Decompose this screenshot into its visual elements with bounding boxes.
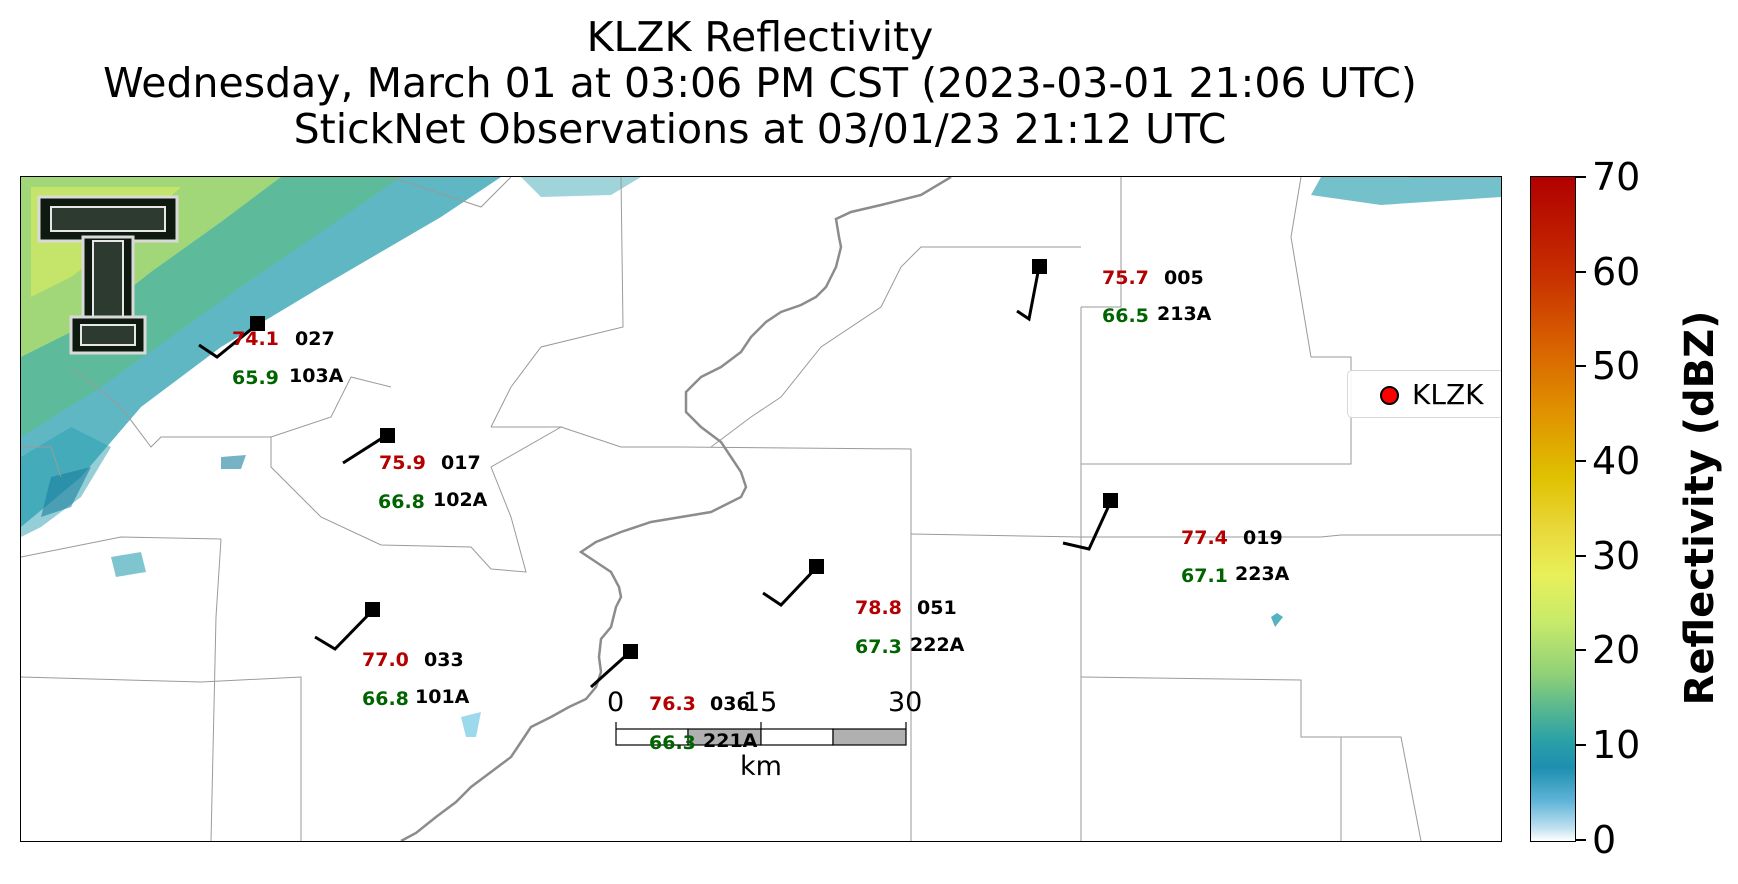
station-id: 223A (1235, 563, 1290, 585)
texas-tech-logo (37, 195, 179, 355)
reflectivity-echoes (21, 177, 1501, 737)
station-wind-dir: 027 (295, 328, 335, 350)
colorbar-label: 20 (1592, 628, 1641, 672)
station-temp: 75.7 (1102, 267, 1149, 289)
station-dew: 65.9 (232, 367, 279, 389)
station-dew: 66.3 (649, 732, 696, 754)
map-canvas (21, 177, 1501, 841)
colorbar-label: 0 (1592, 818, 1617, 862)
colorbar-tick (1576, 271, 1586, 273)
wind-barbs (198, 266, 1113, 689)
colorbar-label: 10 (1592, 723, 1641, 767)
station-wind-dir: 036 (710, 693, 750, 715)
scale-unit: km (740, 751, 782, 782)
scale-label-30: 30 (888, 687, 923, 718)
scale-label-0: 0 (607, 687, 625, 718)
scale-label-15: 15 (743, 687, 778, 718)
title-line-3: StickNet Observations at 03/01/23 21:12 … (293, 105, 1227, 153)
station-dew: 66.8 (378, 491, 425, 513)
colorbar-tick (1576, 744, 1586, 746)
station-temp: 78.8 (855, 597, 902, 619)
map-legend: KLZK (1347, 370, 1501, 418)
station-dew: 67.1 (1181, 565, 1228, 587)
colorbar-label: 70 (1592, 155, 1641, 199)
station-wind-dir: 019 (1243, 527, 1283, 549)
scale-bar (615, 722, 907, 746)
station-id: 221A (703, 730, 758, 752)
station-id: 213A (1157, 303, 1212, 325)
station-id: 101A (415, 686, 470, 708)
station-id: 222A (910, 634, 965, 656)
station-wind-dir: 005 (1164, 267, 1204, 289)
station-dew: 66.8 (362, 688, 409, 710)
colorbar-tick (1576, 555, 1586, 557)
station-id: 103A (289, 365, 344, 387)
klzk-marker-icon (1380, 386, 1399, 405)
station-temp: 76.3 (649, 693, 696, 715)
station-id: 102A (433, 489, 488, 511)
station-wind-dir: 033 (424, 649, 464, 671)
colorbar (1530, 176, 1576, 842)
station-dew: 67.3 (855, 636, 902, 658)
county-boundaries (21, 177, 1501, 841)
station-dew: 66.5 (1102, 305, 1149, 327)
title-line-1: KLZK Reflectivity (586, 13, 934, 61)
station-temp: 75.9 (379, 452, 426, 474)
colorbar-tick (1576, 365, 1586, 367)
colorbar-tick (1576, 649, 1586, 651)
title-line-2: Wednesday, March 01 at 03:06 PM CST (202… (103, 59, 1417, 107)
station-temp: 77.0 (362, 649, 409, 671)
station-wind-dir: 051 (917, 597, 957, 619)
colorbar-label: 30 (1592, 534, 1641, 578)
station-wind-dir: 017 (441, 452, 481, 474)
colorbar-label: 60 (1592, 250, 1641, 294)
colorbar-tick (1576, 839, 1586, 841)
legend-label: KLZK (1412, 378, 1484, 411)
station-markers (250, 259, 1118, 659)
colorbar-label: 40 (1592, 439, 1641, 483)
colorbar-title: Reflectivity (dBZ) (1677, 310, 1723, 706)
colorbar-tick (1576, 460, 1586, 462)
station-temp: 77.4 (1181, 527, 1228, 549)
river (400, 177, 952, 841)
colorbar-tick (1576, 176, 1586, 178)
radar-map[interactable]: KLZK 74.1 027 65.9 103A 75.9 017 66.8 10… (20, 176, 1502, 842)
station-temp: 74.1 (232, 328, 279, 350)
colorbar-label: 50 (1592, 344, 1641, 388)
